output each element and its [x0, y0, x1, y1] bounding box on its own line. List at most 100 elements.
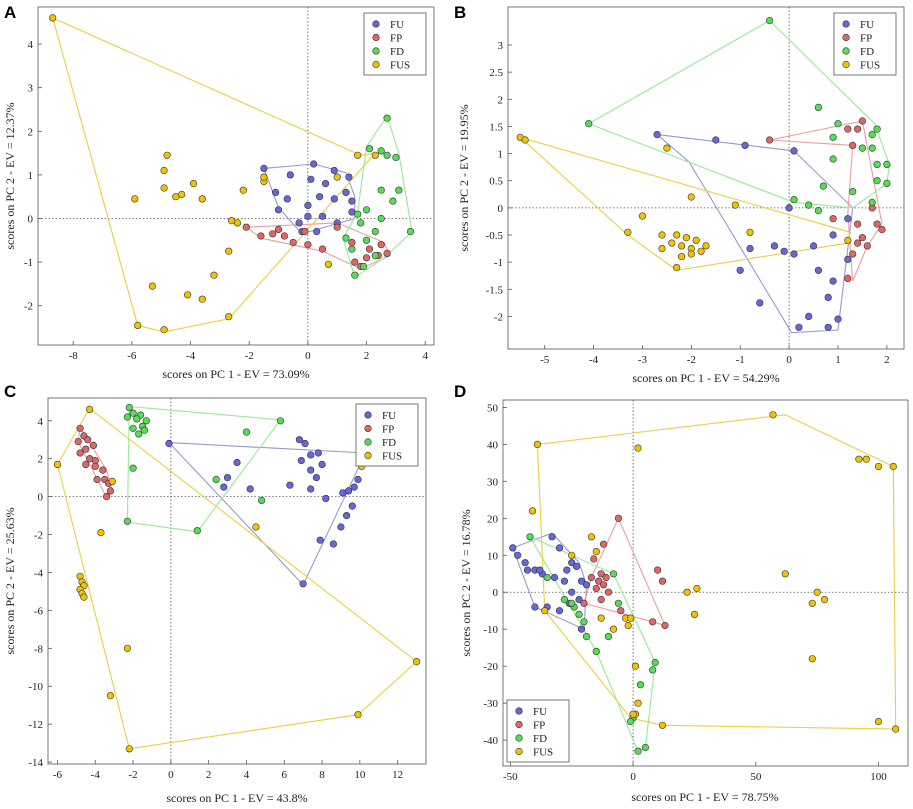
panel-d-legend-label-fu: FU — [533, 706, 547, 718]
panel-b-point-fd — [814, 103, 823, 111]
panel-c-point-fu — [312, 474, 321, 482]
panel-d-point-fu — [572, 562, 581, 571]
panel-a-point-fd — [348, 245, 356, 253]
panel-d-ytick-label: 30 — [487, 476, 499, 488]
panel-d-hull-fus — [536, 414, 897, 730]
panel-b-point-fp — [858, 117, 867, 125]
panel-c-point-fus — [125, 745, 133, 753]
panel-a-point-fp — [301, 228, 309, 236]
panel-b-point-fus — [673, 264, 681, 272]
panel-d-point-fd — [575, 610, 583, 619]
panel-a-point-fp — [362, 254, 371, 262]
panel-b-point-fu — [790, 250, 798, 258]
panel-a-point-fd — [357, 219, 365, 227]
panel-b-point-fu — [829, 231, 837, 239]
panel-d-legend-label-fus: FUS — [533, 747, 553, 759]
panel-b-legend-label-fus: FUS — [860, 60, 880, 72]
panel-c-point-fu — [301, 439, 309, 448]
panel-d-point-fp — [599, 581, 608, 589]
panel-b-point-fd — [883, 160, 891, 168]
panel-a-point-fd — [406, 228, 415, 236]
panel-c-point-fp — [93, 475, 101, 484]
panel-b-point-fu — [795, 323, 803, 331]
panel-a-ytick-label: -1 — [24, 257, 33, 269]
panel-d-point-fus — [624, 621, 632, 630]
panel-c-legend-marker-fd — [364, 438, 372, 446]
panel-d-point-fus — [862, 455, 870, 463]
panel-a-point-fus — [324, 260, 333, 268]
panel-b-point-fus — [687, 250, 695, 258]
panel-d-point-fus — [541, 607, 549, 615]
panel-c-plot-area — [47, 397, 427, 765]
panel-d-point-fu — [560, 577, 569, 585]
panel-c-point-fp — [76, 424, 84, 432]
panel-c-point-fd — [129, 464, 137, 472]
panel-a-point-fp — [257, 232, 265, 240]
panel-b-point-fd — [873, 160, 881, 168]
panel-a-ytick-label: -2 — [24, 301, 33, 313]
panel-a-legend-marker-fp — [372, 33, 380, 42]
panel-a-legend-label-fus: FUS — [390, 60, 410, 72]
panel-a-point-fp — [333, 223, 341, 231]
panel-d-point-fu — [509, 544, 517, 552]
panel-c-point-fp — [99, 466, 107, 474]
panel-c-point-fp — [74, 438, 82, 446]
panel-c-xtick-label: 0 — [168, 769, 174, 781]
panel-d-ytick-label: -40 — [483, 735, 498, 747]
panel-d-point-fp — [580, 599, 588, 607]
panel-a-point-fd — [389, 197, 397, 205]
panel-b-hull-fu — [655, 133, 854, 334]
panel-c-xtick-label: 12 — [392, 769, 403, 781]
panel-d-point-fp — [614, 514, 623, 522]
panel-b-point-fu — [785, 204, 793, 212]
panel-a-legend-label-fd: FD — [390, 46, 404, 58]
panel-b-point-fu — [805, 312, 813, 321]
panel-d-ytick-label: 10 — [487, 550, 499, 562]
panel-d-point-fd — [614, 599, 623, 607]
panel-a-point-fu — [313, 228, 321, 236]
panel-c-legend-label-fp: FP — [382, 424, 394, 436]
panel-d-point-fus — [820, 595, 829, 604]
panel-b-xtick-label: 1 — [835, 354, 841, 366]
panel-d-point-fus — [808, 655, 816, 663]
panel-d-point-fus — [813, 588, 821, 596]
panel-b-legend-marker-fp — [842, 33, 850, 42]
panel-a-point-fus — [148, 282, 156, 290]
panel-d-point-fus — [874, 717, 883, 726]
panel-b-point-fp — [853, 220, 862, 228]
panel-d-point-fp — [617, 607, 625, 615]
panel-b-point-fu — [814, 266, 823, 274]
panel-c-point-fd — [123, 413, 131, 421]
panel-d-xtick-label: 0 — [630, 771, 636, 783]
panel-b-xtick-label: -4 — [589, 354, 599, 366]
panel-b-point-fu — [770, 242, 779, 250]
panel-b-point-fd — [765, 17, 774, 25]
panel-a-legend-label-fp: FP — [390, 33, 402, 45]
panel-b-legend-marker-fd — [842, 47, 850, 55]
panel-d-point-fp — [661, 621, 669, 630]
panel-c-point-fu — [337, 523, 345, 531]
panel-d-point-fus — [587, 533, 596, 541]
panel-d-ylabel: scores on PC 2 - EV = 16.78% — [459, 509, 473, 656]
panel-c-point-fd — [125, 403, 133, 412]
panel-a-point-fus — [134, 321, 142, 330]
panel-d-ytick-label: -30 — [483, 698, 498, 710]
panel-a-point-fu — [304, 201, 312, 209]
panel-b-point-fu — [824, 323, 832, 331]
panel-c-point-fd — [276, 417, 285, 425]
panel-b-point-fp — [853, 125, 862, 133]
panel-b-point-fu — [824, 293, 832, 302]
panel-c-point-fd — [258, 496, 266, 505]
panel-a-point-fu — [330, 195, 338, 203]
panel-a-plot-area — [37, 6, 435, 346]
panel-b-point-fus — [677, 242, 686, 250]
panel-c-point-fd — [135, 430, 143, 438]
panel-d-ytick-label: 50 — [487, 402, 499, 414]
panel-d-point-fp — [649, 618, 657, 626]
panel-a-hull-fp — [244, 222, 391, 270]
panel-c-xtick-label: -2 — [128, 769, 137, 781]
panel-d-hull-fp — [583, 516, 666, 627]
panel-a-point-fd — [383, 114, 391, 122]
